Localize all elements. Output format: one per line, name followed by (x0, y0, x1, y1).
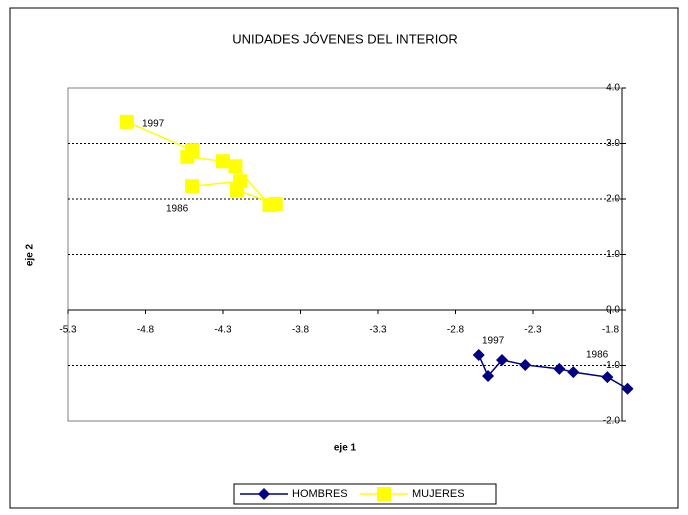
y-axis-label: eje 2 (25, 243, 36, 266)
x-tick-label: -3.3 (369, 325, 387, 336)
point (553, 362, 566, 375)
point (567, 366, 580, 379)
point (229, 183, 244, 198)
point (185, 179, 199, 194)
annotation: 1997 (482, 336, 505, 347)
chart-title: UNIDADES JÓVENES DEL INTERIOR (232, 31, 458, 46)
y-tick-label: 1.0 (606, 249, 620, 260)
point (496, 353, 508, 366)
point (262, 198, 277, 213)
point (621, 382, 634, 395)
x-tick-label: -5.3 (59, 325, 77, 336)
x-tick-label: -3.8 (292, 325, 310, 336)
y-tick-label: 3.0 (606, 138, 620, 149)
point (519, 358, 532, 371)
point (228, 159, 243, 174)
y-tick-label: 4.0 (606, 83, 620, 94)
x-tick-label: -1.8 (602, 325, 620, 336)
x-tick-label: -4.3 (214, 325, 232, 336)
point (119, 114, 134, 129)
legend-label: HOMBRES (292, 488, 348, 500)
annotation: 1986 (166, 204, 189, 215)
x-tick-label: -2.8 (447, 325, 465, 336)
y-tick-label: -2.0 (603, 416, 621, 427)
x-tick-label: -4.8 (137, 325, 155, 336)
point (472, 348, 485, 361)
x-tick-label: -2.3 (524, 325, 542, 336)
annotation: 1986 (586, 350, 609, 361)
legend-label: MUJERES (412, 488, 465, 500)
x-axis-label: eje 1 (334, 443, 357, 454)
point (216, 154, 230, 169)
point (482, 370, 495, 383)
legend-marker (258, 488, 270, 500)
y-tick-label: 2.0 (606, 194, 620, 205)
legend-marker (377, 487, 391, 501)
y-tick-label: -1.0 (603, 360, 621, 371)
point (185, 143, 199, 158)
point (601, 371, 614, 384)
annotation: 1997 (142, 119, 165, 130)
